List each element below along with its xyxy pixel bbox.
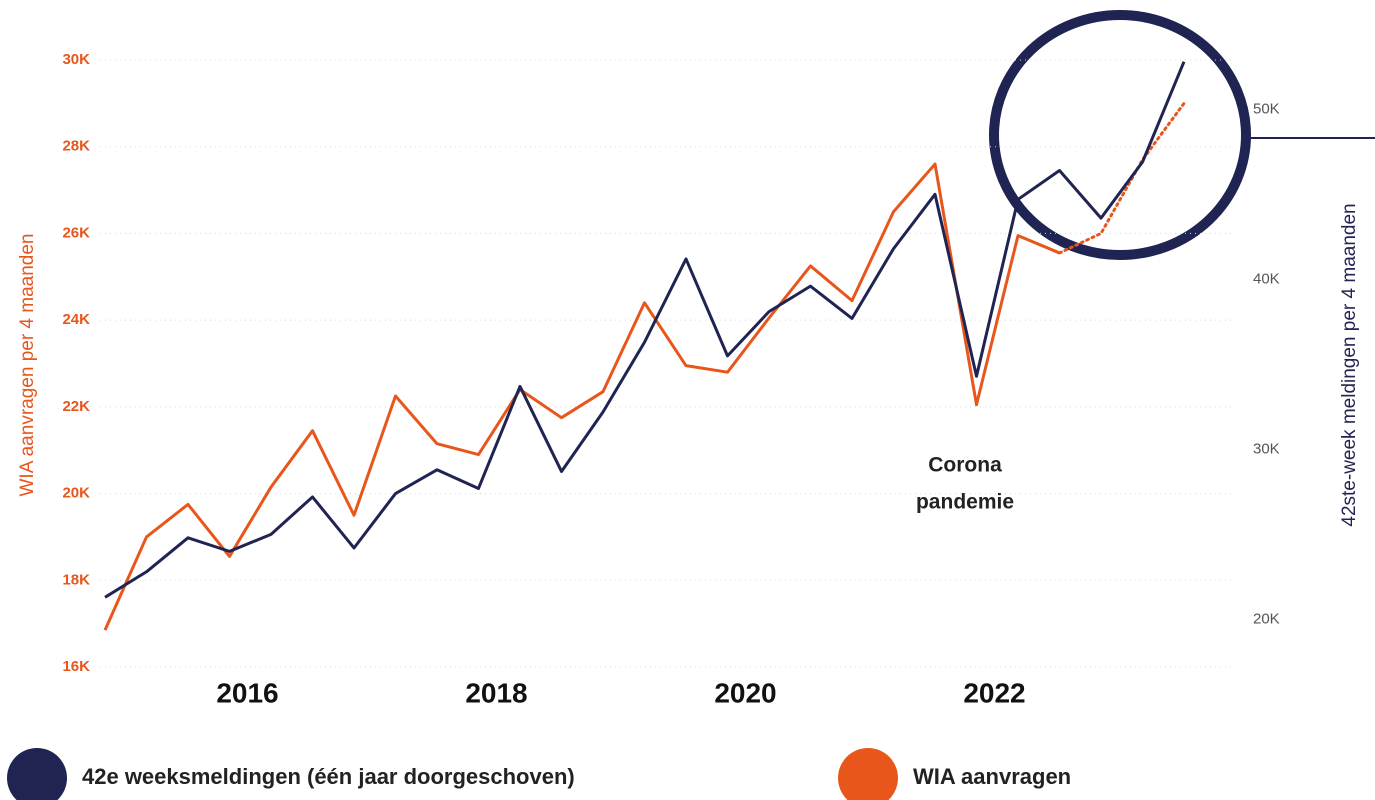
y-tick-label: 30K bbox=[62, 51, 90, 68]
legend-label: WIA aanvragen bbox=[913, 764, 1071, 789]
legend-label: 42e weeksmeldingen (één jaar doorgeschov… bbox=[82, 764, 575, 789]
highlight-circle bbox=[989, 10, 1251, 260]
series-line bbox=[103, 162, 1061, 631]
y2-tick-label: 30K bbox=[1253, 440, 1280, 457]
y-tick-label: 16K bbox=[62, 658, 90, 675]
legend-swatch bbox=[7, 748, 67, 800]
legend-swatch bbox=[838, 748, 898, 800]
series-line bbox=[1058, 101, 1186, 255]
y-axis-title: WIA aanvragen per 4 maanden bbox=[17, 233, 38, 496]
y2-axis-title: 42ste-week meldingen per 4 maanden bbox=[1339, 203, 1360, 526]
y-tick-label: 20K bbox=[62, 485, 90, 502]
annotation: Corona bbox=[928, 454, 1002, 477]
x-tick-label: 2022 bbox=[963, 677, 1025, 708]
y2-tick-label: 40K bbox=[1253, 270, 1280, 287]
annotation: pandemie bbox=[916, 491, 1014, 514]
x-tick-label: 2016 bbox=[216, 677, 278, 708]
y-tick-label: 28K bbox=[62, 138, 90, 155]
y-tick-label: 24K bbox=[62, 311, 90, 328]
y-tick-label: 22K bbox=[62, 398, 90, 415]
y2-tick-label: 50K bbox=[1253, 100, 1280, 117]
x-tick-label: 2020 bbox=[714, 677, 776, 708]
series-line bbox=[104, 61, 1186, 599]
y2-tick-label: 20K bbox=[1253, 610, 1280, 627]
x-tick-label: 2018 bbox=[465, 677, 527, 708]
y-tick-label: 26K bbox=[62, 224, 90, 241]
y-tick-label: 18K bbox=[62, 571, 90, 588]
